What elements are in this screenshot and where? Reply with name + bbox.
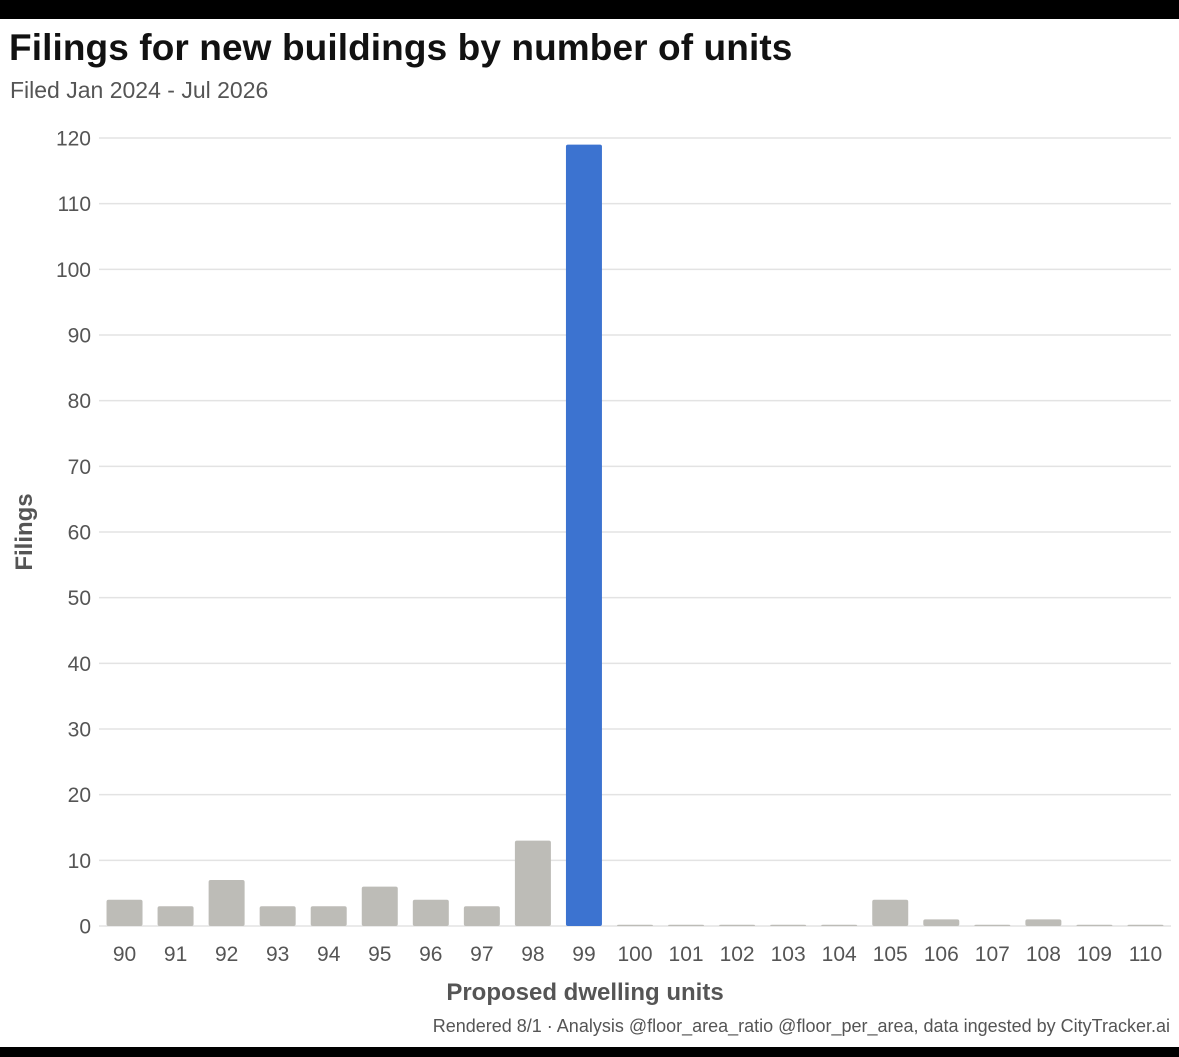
bar-97 [463,906,500,926]
y-tick-label: 20 [68,784,91,807]
bar-110 [1127,924,1164,926]
bar-99 [565,144,602,927]
x-tick-label: 101 [669,943,704,966]
bar-102 [719,924,756,926]
x-tick-label: 109 [1077,943,1112,966]
y-tick-label: 10 [68,850,91,873]
bar-108 [1025,919,1062,926]
bar-103 [770,924,807,926]
bar-96 [412,899,449,926]
y-tick-label: 40 [68,653,91,676]
y-tick-label: 70 [68,456,91,479]
bar-91 [157,906,194,926]
x-axis-title: Proposed dwelling units [446,979,723,1006]
x-tick-label: 99 [572,943,595,966]
bar-95 [361,886,398,926]
bar-94 [310,906,347,926]
y-tick-label: 80 [68,390,91,413]
x-tick-label: 103 [771,943,806,966]
x-tick-label: 91 [164,943,187,966]
chart-title: Filings for new buildings by number of u… [9,27,793,68]
y-tick-label: 60 [68,522,91,545]
bar-104 [821,924,858,926]
x-tick-label: 104 [822,943,857,966]
x-tick-label: 105 [873,943,908,966]
x-tick-label: 97 [470,943,493,966]
bar-90 [106,899,143,926]
x-tick-labels: 90 91 92 93 94 95 96 97 98 99 100 101 102 103 104 105 10… [113,943,1162,966]
bar-107 [974,924,1011,926]
bar-98 [514,840,551,926]
bar-93 [259,906,296,926]
x-tick-label: 93 [266,943,289,966]
x-tick-label: 95 [368,943,391,966]
x-tick-label: 98 [521,943,544,966]
bar-106 [923,919,960,926]
grid-lines [99,137,1171,927]
y-tick-labels: 0 10 20 30 40 50 60 70 80 90 100 110 120 [56,128,91,939]
x-tick-label: 96 [419,943,442,966]
x-tick-label: 92 [215,943,238,966]
bar-92 [208,880,245,926]
bar-101 [668,924,705,926]
y-tick-label: 100 [56,259,91,282]
y-axis-title: Filings [11,493,38,570]
y-tick-label: 90 [68,325,91,348]
chart-footer-credit: Rendered 8/1 · Analysis @floor_area_rati… [432,1016,1170,1036]
chart-subtitle: Filed Jan 2024 - Jul 2026 [10,77,269,103]
bars [106,144,1164,927]
y-tick-label: 110 [58,193,91,216]
x-tick-label: 90 [113,943,136,966]
x-tick-label: 100 [617,943,652,966]
y-tick-label: 50 [68,587,91,610]
x-tick-label: 102 [720,943,755,966]
x-tick-label: 107 [975,943,1010,966]
x-tick-label: 94 [317,943,341,966]
x-tick-label: 106 [924,943,959,966]
x-tick-label: 108 [1026,943,1061,966]
bar-105 [872,899,909,926]
x-tick-label: 110 [1129,943,1162,966]
y-tick-label: 120 [56,128,91,151]
y-tick-label: 0 [79,916,91,939]
bar-109 [1076,924,1113,926]
y-tick-label: 30 [68,719,91,742]
bar-100 [617,924,653,926]
